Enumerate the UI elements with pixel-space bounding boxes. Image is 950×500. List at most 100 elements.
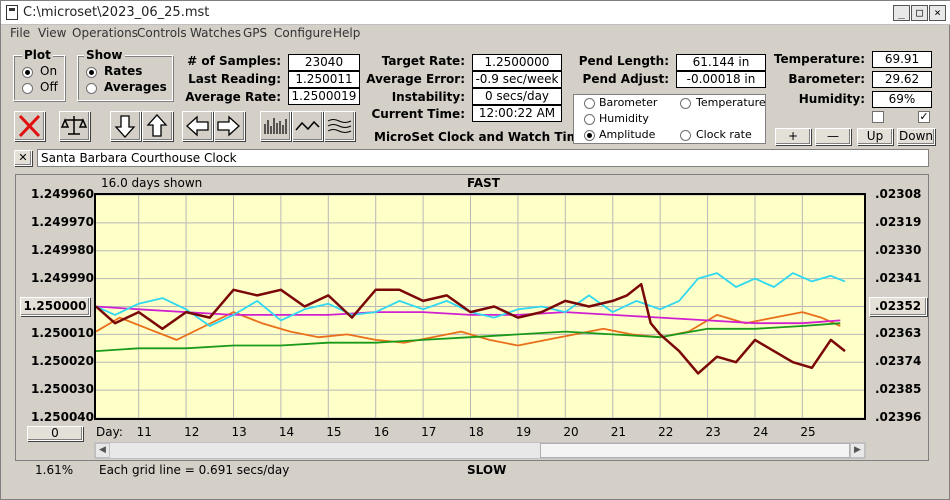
arrow-right-icon (217, 115, 240, 137)
average-rate-value: 1.2500019 (288, 88, 360, 105)
series-line-humidity (95, 305, 841, 325)
x-tick: 17 (421, 425, 437, 439)
y-left-tick: 1.250030 (31, 382, 95, 397)
y-left-tick: 1.250010 (31, 326, 95, 341)
center-amplitude-button[interactable]: .02352 (869, 297, 927, 316)
plot-area (94, 193, 866, 420)
series-amplitude-label: Amplitude (599, 128, 656, 141)
y-left-tick: 1.249970 (31, 214, 95, 229)
y-left-tick: 1.249990 (31, 270, 95, 285)
y-right-tick: .02319 (875, 214, 922, 229)
plot-off-radio[interactable] (22, 83, 33, 94)
waves-icon (327, 119, 352, 133)
menu-view[interactable]: View (38, 26, 67, 40)
target-rate-value[interactable]: 1.2500000 (472, 54, 562, 71)
arrow-up-button[interactable] (142, 111, 173, 141)
menu-controls[interactable]: Controls (137, 26, 187, 40)
show-averages-label: Averages (104, 80, 167, 94)
x-tick: 15 (326, 425, 342, 439)
bars-icon (264, 118, 287, 134)
show-rates-radio[interactable] (86, 67, 97, 78)
samples-value: 23040 (288, 54, 360, 71)
x-tick: 21 (610, 425, 627, 439)
grid-note-label: Each grid line = 0.691 secs/day (99, 463, 290, 477)
average-rate-label: Average Rate: (185, 90, 281, 104)
menu-watches[interactable]: Watches (190, 26, 241, 40)
series-humidity-label: Humidity (599, 112, 649, 125)
stop-button[interactable] (14, 111, 45, 141)
arrow-left-button[interactable] (182, 111, 213, 141)
show-group: Show (77, 48, 173, 101)
minus-button[interactable]: — (815, 128, 851, 145)
plot-on-radio[interactable] (22, 67, 33, 78)
scroll-right-icon[interactable]: ▶ (850, 443, 865, 458)
arrow-left-icon (186, 115, 209, 137)
show-averages-radio[interactable] (86, 83, 97, 94)
show-rates-label: Rates (104, 64, 143, 78)
close-window-button[interactable]: × (929, 5, 946, 21)
pend-length-label: Pend Length: (578, 54, 669, 68)
menu-gps[interactable]: GPS (243, 26, 268, 40)
clear-name-button[interactable]: ✕ (14, 150, 32, 166)
temperature-label: Temperature: (773, 52, 865, 66)
y-right-tick: .02308 (875, 187, 922, 201)
series-line-temperature (95, 322, 841, 352)
plot-group-label: Plot (22, 48, 53, 62)
x-tick: 12 (184, 425, 200, 439)
plus-button[interactable]: + (775, 128, 811, 145)
series-clock-rate-radio[interactable] (680, 130, 691, 141)
right-checkbox[interactable]: ✓ (918, 110, 930, 123)
slow-label: SLOW (467, 463, 507, 477)
current-time-value: 12:00:22 AM (472, 105, 562, 122)
series-temperature-radio[interactable] (680, 98, 691, 109)
menu-bar: File View Operations Controls Watches GP… (1, 25, 950, 43)
balance-button[interactable] (59, 111, 90, 141)
series-line-barometer (95, 311, 841, 347)
smooth-view-button[interactable] (324, 111, 355, 141)
scale-icon (60, 116, 88, 135)
menu-file[interactable]: File (10, 26, 31, 40)
scroll-thumb[interactable] (540, 443, 850, 458)
instability-label: Instability: (391, 90, 465, 104)
arrow-right-button[interactable] (214, 111, 245, 141)
clock-name-input[interactable]: Santa Barbara Courthouse Clock (37, 149, 929, 167)
maximize-button[interactable]: □ (911, 5, 928, 21)
wave-line-icon (295, 120, 320, 131)
line-view-button[interactable] (292, 111, 323, 141)
plot-off-label: Off (40, 80, 58, 94)
center-rate-button[interactable]: 1.250000 (20, 297, 90, 316)
menu-operations[interactable]: Operations (72, 26, 138, 40)
left-checkbox[interactable] (872, 111, 884, 123)
humidity-value: 69% (872, 91, 932, 108)
pend-length-value: 61.144 in (676, 54, 766, 71)
app-icon[interactable] (6, 5, 18, 20)
horizontal-scrollbar[interactable]: ◀ ▶ (94, 442, 866, 459)
up-button[interactable]: Up (857, 128, 893, 145)
menu-help[interactable]: Help (333, 26, 361, 40)
day-offset-button[interactable]: 0 (27, 426, 83, 441)
menu-configure[interactable]: Configure (274, 26, 333, 40)
arrow-up-icon (146, 114, 168, 137)
window-title: C:\microset\2023_06_25.mst (23, 5, 210, 20)
plot-on-label: On (40, 64, 58, 78)
down-button[interactable]: Down (897, 128, 935, 145)
arrow-down-button[interactable] (110, 111, 141, 141)
x-tick: 18 (468, 425, 484, 439)
bar-view-button[interactable] (260, 111, 291, 141)
percent-label: 1.61% (35, 463, 74, 477)
minimize-button[interactable]: _ (893, 5, 910, 21)
series-barometer-radio[interactable] (584, 98, 595, 109)
series-amplitude-radio[interactable] (584, 130, 595, 141)
average-error-value: -0.9 sec/week (472, 71, 562, 88)
x-tick: 14 (278, 425, 295, 439)
series-temperature-label: Temperature (696, 96, 766, 109)
scroll-left-icon[interactable]: ◀ (95, 443, 110, 458)
y-left-tick: 1.250020 (31, 354, 95, 369)
last-reading-value: 1.250011 (288, 71, 360, 88)
red-x-icon (18, 114, 41, 138)
x-tick: 19 (515, 425, 532, 439)
day-axis-label: Day: (96, 425, 123, 439)
y-left-tick: 1.250040 (31, 410, 95, 424)
series-humidity-radio[interactable] (584, 114, 595, 125)
